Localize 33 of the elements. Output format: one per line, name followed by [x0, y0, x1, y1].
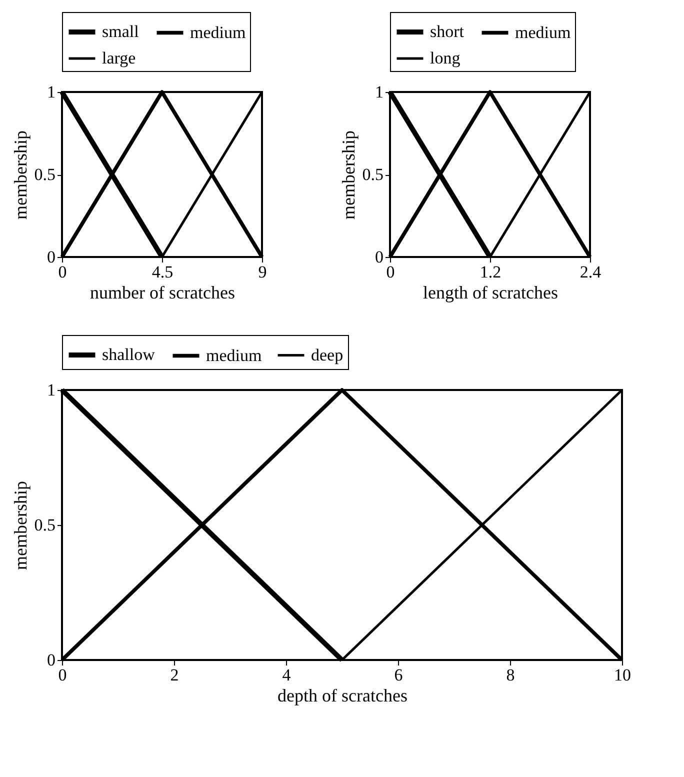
y-tick-label: 0 — [47, 650, 56, 670]
legend-label: short — [430, 22, 464, 41]
legend-label: long — [430, 48, 461, 68]
legend-label: medium — [515, 22, 571, 42]
legend-label: small — [102, 22, 140, 41]
y-axis-title: membership — [10, 481, 30, 570]
y-tick-label: 0.5 — [34, 516, 56, 534]
y-tick-label: 1 — [47, 82, 56, 102]
y-tick-label: 0.5 — [34, 165, 56, 184]
x-axis-title: number of scratches — [90, 282, 235, 302]
y-tick-label: 0 — [375, 248, 384, 266]
legend-label: shallow — [102, 345, 156, 364]
x-tick-label: 2 — [170, 666, 179, 684]
y-tick-label: 0 — [47, 248, 56, 266]
y-axis-title: membership — [10, 130, 30, 220]
y-tick-label: 1 — [47, 380, 56, 400]
y-tick-label: 0.5 — [362, 165, 384, 184]
x-tick-label: 10 — [614, 666, 631, 684]
legend-label: medium — [206, 346, 262, 365]
x-tick-label: 4 — [282, 666, 292, 684]
y-axis-title: membership — [338, 130, 358, 220]
x-axis-title: length of scratches — [423, 282, 558, 302]
x-tick-label: 6 — [394, 666, 403, 684]
x-tick-label: 8 — [506, 666, 515, 684]
legend-label: large — [102, 48, 136, 68]
y-tick-label: 1 — [375, 82, 384, 102]
x-tick-label: 9 — [258, 262, 267, 282]
legend-label: deep — [311, 345, 344, 364]
x-tick-label: 4.5 — [152, 262, 174, 282]
x-tick-label: 1.2 — [480, 262, 502, 282]
x-axis-title: depth of scratches — [278, 686, 408, 706]
x-tick-label: 2.4 — [580, 262, 602, 282]
legend-label: medium — [190, 22, 246, 42]
